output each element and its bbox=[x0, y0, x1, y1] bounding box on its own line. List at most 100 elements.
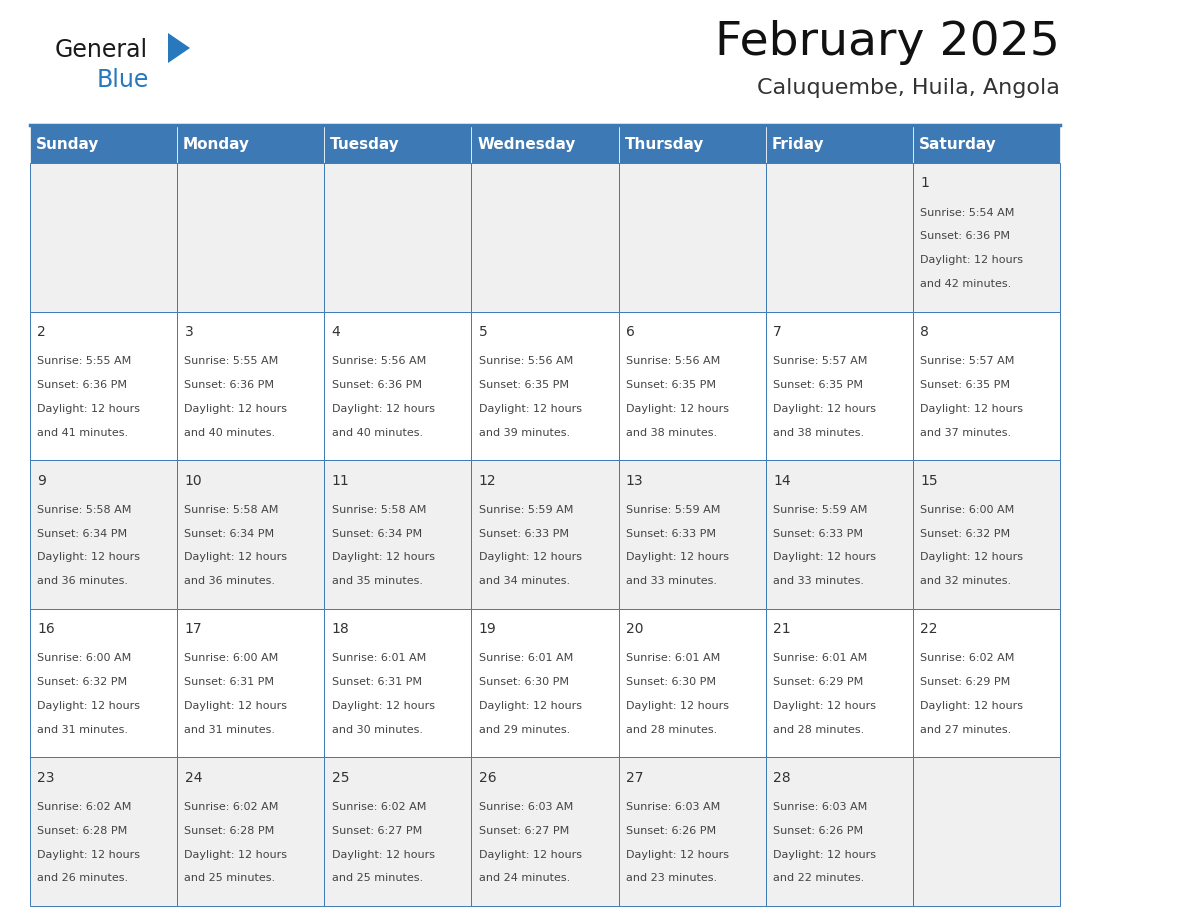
Text: Daylight: 12 hours: Daylight: 12 hours bbox=[331, 701, 435, 711]
Text: Daylight: 12 hours: Daylight: 12 hours bbox=[184, 553, 287, 563]
Text: Friday: Friday bbox=[771, 137, 824, 151]
Text: and 33 minutes.: and 33 minutes. bbox=[773, 577, 864, 586]
Text: 22: 22 bbox=[921, 622, 937, 636]
Bar bbox=[324, 163, 472, 311]
Text: and 31 minutes.: and 31 minutes. bbox=[37, 724, 128, 734]
Bar bbox=[766, 125, 912, 163]
Text: Sunday: Sunday bbox=[36, 137, 100, 151]
Bar bbox=[30, 460, 177, 609]
Bar bbox=[324, 609, 472, 757]
Text: Sunrise: 5:58 AM: Sunrise: 5:58 AM bbox=[37, 505, 132, 515]
Text: and 34 minutes.: and 34 minutes. bbox=[479, 577, 570, 586]
Text: Sunset: 6:30 PM: Sunset: 6:30 PM bbox=[626, 677, 716, 688]
Bar bbox=[766, 460, 912, 609]
Text: 4: 4 bbox=[331, 325, 341, 339]
Text: 23: 23 bbox=[37, 771, 55, 785]
Text: Daylight: 12 hours: Daylight: 12 hours bbox=[184, 404, 287, 414]
Text: General: General bbox=[55, 38, 148, 62]
Bar bbox=[30, 311, 177, 460]
Text: Sunrise: 6:01 AM: Sunrise: 6:01 AM bbox=[479, 654, 573, 664]
Text: 14: 14 bbox=[773, 474, 791, 487]
Bar bbox=[324, 311, 472, 460]
Text: Sunset: 6:35 PM: Sunset: 6:35 PM bbox=[773, 380, 862, 390]
Text: and 32 minutes.: and 32 minutes. bbox=[921, 577, 1011, 586]
Bar bbox=[30, 125, 177, 163]
Text: and 37 minutes.: and 37 minutes. bbox=[921, 428, 1011, 438]
Text: Daylight: 12 hours: Daylight: 12 hours bbox=[479, 849, 582, 859]
Text: and 33 minutes.: and 33 minutes. bbox=[626, 577, 716, 586]
Text: Daylight: 12 hours: Daylight: 12 hours bbox=[626, 404, 729, 414]
Bar bbox=[472, 757, 619, 906]
Bar bbox=[30, 757, 177, 906]
Text: Sunset: 6:30 PM: Sunset: 6:30 PM bbox=[479, 677, 569, 688]
Text: 3: 3 bbox=[184, 325, 194, 339]
Text: Sunrise: 5:56 AM: Sunrise: 5:56 AM bbox=[331, 356, 425, 366]
Text: Daylight: 12 hours: Daylight: 12 hours bbox=[184, 701, 287, 711]
Text: Sunset: 6:34 PM: Sunset: 6:34 PM bbox=[184, 529, 274, 539]
Text: and 35 minutes.: and 35 minutes. bbox=[331, 577, 423, 586]
Text: Sunrise: 6:02 AM: Sunrise: 6:02 AM bbox=[37, 802, 132, 812]
Text: Tuesday: Tuesday bbox=[330, 137, 400, 151]
Text: Daylight: 12 hours: Daylight: 12 hours bbox=[479, 553, 582, 563]
Bar bbox=[177, 609, 324, 757]
Text: Sunrise: 6:02 AM: Sunrise: 6:02 AM bbox=[921, 654, 1015, 664]
Bar bbox=[324, 460, 472, 609]
Text: 8: 8 bbox=[921, 325, 929, 339]
Text: 5: 5 bbox=[479, 325, 487, 339]
Text: Daylight: 12 hours: Daylight: 12 hours bbox=[184, 849, 287, 859]
Bar bbox=[472, 460, 619, 609]
Text: Sunset: 6:32 PM: Sunset: 6:32 PM bbox=[921, 529, 1010, 539]
Text: 17: 17 bbox=[184, 622, 202, 636]
Bar bbox=[472, 609, 619, 757]
Text: Sunrise: 5:59 AM: Sunrise: 5:59 AM bbox=[626, 505, 720, 515]
Text: and 42 minutes.: and 42 minutes. bbox=[921, 279, 1011, 289]
Bar bbox=[177, 163, 324, 311]
Text: 25: 25 bbox=[331, 771, 349, 785]
Text: and 40 minutes.: and 40 minutes. bbox=[184, 428, 276, 438]
Polygon shape bbox=[168, 33, 190, 63]
Text: Daylight: 12 hours: Daylight: 12 hours bbox=[921, 701, 1023, 711]
Text: and 36 minutes.: and 36 minutes. bbox=[184, 577, 276, 586]
Text: 20: 20 bbox=[626, 622, 644, 636]
Text: Sunrise: 6:03 AM: Sunrise: 6:03 AM bbox=[479, 802, 573, 812]
Text: Thursday: Thursday bbox=[625, 137, 703, 151]
Text: Sunset: 6:29 PM: Sunset: 6:29 PM bbox=[773, 677, 864, 688]
Text: Sunrise: 5:57 AM: Sunrise: 5:57 AM bbox=[921, 356, 1015, 366]
Text: Daylight: 12 hours: Daylight: 12 hours bbox=[626, 553, 729, 563]
Bar bbox=[912, 163, 1060, 311]
Text: and 25 minutes.: and 25 minutes. bbox=[331, 873, 423, 883]
Bar bbox=[766, 609, 912, 757]
Text: Saturday: Saturday bbox=[918, 137, 997, 151]
Bar bbox=[324, 125, 472, 163]
Text: Sunrise: 5:56 AM: Sunrise: 5:56 AM bbox=[479, 356, 573, 366]
Text: Daylight: 12 hours: Daylight: 12 hours bbox=[773, 553, 876, 563]
Bar bbox=[619, 311, 766, 460]
Text: Wednesday: Wednesday bbox=[478, 137, 576, 151]
Text: and 27 minutes.: and 27 minutes. bbox=[921, 724, 1011, 734]
Text: Sunrise: 5:54 AM: Sunrise: 5:54 AM bbox=[921, 207, 1015, 218]
Text: and 23 minutes.: and 23 minutes. bbox=[626, 873, 718, 883]
Text: and 25 minutes.: and 25 minutes. bbox=[184, 873, 276, 883]
Text: and 39 minutes.: and 39 minutes. bbox=[479, 428, 570, 438]
Text: and 28 minutes.: and 28 minutes. bbox=[773, 724, 865, 734]
Text: and 28 minutes.: and 28 minutes. bbox=[626, 724, 718, 734]
Bar bbox=[619, 609, 766, 757]
Text: and 41 minutes.: and 41 minutes. bbox=[37, 428, 128, 438]
Bar bbox=[619, 460, 766, 609]
Text: Sunrise: 6:03 AM: Sunrise: 6:03 AM bbox=[773, 802, 867, 812]
Text: Sunset: 6:28 PM: Sunset: 6:28 PM bbox=[184, 826, 274, 835]
Bar bbox=[177, 125, 324, 163]
Bar bbox=[472, 311, 619, 460]
Text: Daylight: 12 hours: Daylight: 12 hours bbox=[37, 404, 140, 414]
Bar bbox=[177, 311, 324, 460]
Text: 15: 15 bbox=[921, 474, 937, 487]
Text: Sunrise: 5:55 AM: Sunrise: 5:55 AM bbox=[184, 356, 279, 366]
Text: Sunrise: 5:55 AM: Sunrise: 5:55 AM bbox=[37, 356, 132, 366]
Text: Sunrise: 5:58 AM: Sunrise: 5:58 AM bbox=[331, 505, 426, 515]
Text: Sunset: 6:33 PM: Sunset: 6:33 PM bbox=[773, 529, 862, 539]
Text: 19: 19 bbox=[479, 622, 497, 636]
Bar bbox=[619, 757, 766, 906]
Text: Sunset: 6:26 PM: Sunset: 6:26 PM bbox=[773, 826, 864, 835]
Bar bbox=[766, 757, 912, 906]
Bar bbox=[912, 609, 1060, 757]
